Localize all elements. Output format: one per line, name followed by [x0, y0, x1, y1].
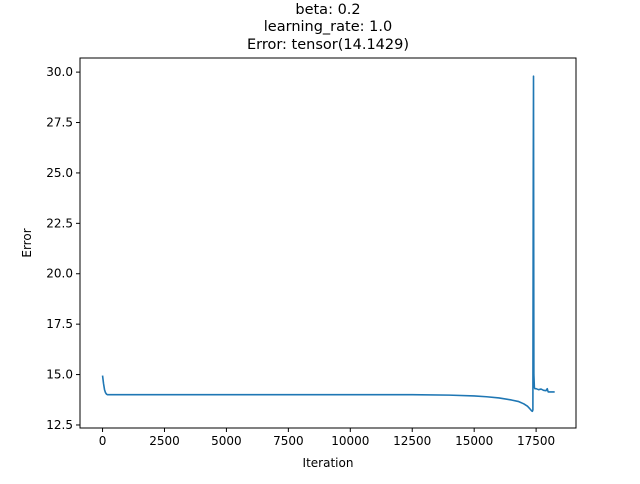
y-tick-label: 30.0	[46, 65, 73, 79]
x-tick-label: 12500	[393, 434, 431, 448]
title-line-error: Error: tensor(14.1429)	[247, 37, 409, 53]
y-tick-label: 25.0	[46, 166, 73, 180]
y-tick-label: 12.5	[46, 418, 73, 432]
y-axis-label: Error	[20, 228, 34, 257]
y-axis-ticks: 12.5 15.0 17.5 20.0 22.5 25.0 27.5 30.0	[46, 65, 80, 432]
x-axis-ticks: 0 2500 5000 7500 10000 12500 15000 17500	[99, 428, 555, 448]
series-line-0	[101, 75, 555, 413]
x-tick-label: 2500	[149, 434, 180, 448]
title-line-beta: beta: 0.2	[295, 2, 360, 18]
chart-title: beta: 0.2 learning_rate: 1.0 Error: tens…	[247, 2, 409, 53]
y-tick-label: 20.0	[46, 267, 73, 281]
x-axis-label: Iteration	[303, 456, 354, 470]
title-line-learning-rate: learning_rate: 1.0	[264, 19, 392, 35]
x-tick-label: 15000	[455, 434, 493, 448]
x-tick-label: 7500	[273, 434, 304, 448]
x-tick-label: 0	[99, 434, 107, 448]
x-tick-label: 17500	[517, 434, 555, 448]
plot-area	[101, 75, 555, 413]
axes-frame	[79, 57, 577, 429]
x-tick-label: 5000	[211, 434, 242, 448]
y-tick-label: 22.5	[46, 216, 73, 230]
y-tick-label: 15.0	[46, 368, 73, 382]
x-tick-label: 10000	[331, 434, 369, 448]
y-tick-label: 27.5	[46, 116, 73, 130]
y-tick-label: 17.5	[46, 317, 73, 331]
